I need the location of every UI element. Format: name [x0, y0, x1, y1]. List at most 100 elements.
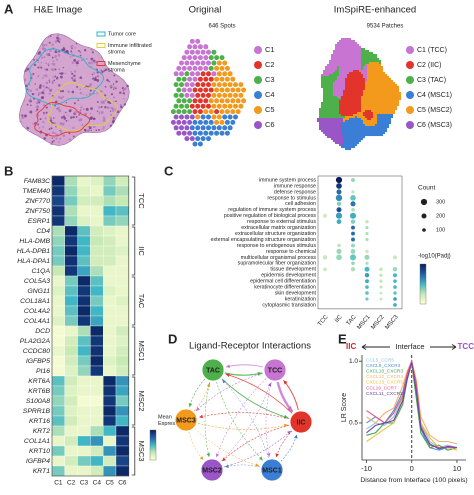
patch: [391, 98, 394, 101]
patch: [365, 66, 368, 69]
spot: [173, 82, 179, 88]
heatmap-cell: [77, 245, 91, 257]
tissue-speckle: [51, 140, 54, 143]
patch: [325, 114, 328, 117]
heatmap-cell: [103, 285, 117, 297]
spot: [200, 125, 206, 131]
patch: [319, 124, 322, 127]
patch: [361, 104, 364, 107]
tissue-speckle: [50, 68, 53, 71]
gene-label: KRT1: [33, 468, 50, 475]
heatmap-cell: [51, 235, 65, 247]
dot: [393, 273, 397, 278]
patch: [367, 108, 370, 111]
heatmap-cell: [77, 275, 91, 287]
patch: [377, 70, 380, 73]
spot: [192, 44, 198, 50]
spot: [192, 141, 198, 147]
tissue-speckle: [84, 49, 87, 52]
heatmap-cell: [90, 435, 104, 447]
patch: [365, 86, 368, 89]
interaction-edge: [195, 372, 264, 412]
patch: [363, 118, 366, 121]
patch: [369, 128, 372, 131]
patch: [341, 90, 344, 93]
legend-label: 300: [436, 199, 445, 205]
spot: [203, 119, 209, 125]
tissue-speckle: [90, 57, 94, 61]
spot: [224, 65, 230, 71]
patch: [357, 58, 360, 61]
patch: [389, 84, 392, 87]
patch: [341, 134, 344, 137]
patch: [333, 92, 336, 95]
patch: [353, 96, 356, 99]
spot: [189, 71, 195, 77]
spot: [233, 92, 238, 98]
patch: [333, 74, 336, 77]
term-label: response to endogenous stimulus: [237, 243, 317, 249]
tissue-speckle: [123, 88, 126, 91]
tissue-speckle: [55, 133, 58, 136]
patch: [381, 108, 384, 111]
heatmap-cell: [90, 265, 104, 277]
patch: [359, 102, 362, 105]
patch: [365, 112, 368, 115]
tissue-speckle: [79, 76, 83, 79]
patch: [391, 108, 394, 111]
patch: [343, 58, 346, 61]
patch: [357, 116, 360, 119]
spot: [206, 103, 211, 109]
patch: [359, 68, 362, 71]
patch: [331, 70, 334, 73]
spot: [181, 65, 187, 71]
patch: [343, 54, 346, 57]
patch: [349, 96, 352, 99]
patch: [323, 104, 326, 107]
patch: [333, 90, 336, 93]
term-label: keratinization: [285, 296, 316, 302]
tissue-speckle: [59, 122, 63, 125]
patch: [371, 112, 374, 115]
spot: [219, 109, 225, 115]
patch: [351, 92, 354, 95]
legend-label: C4 (MSC1): [417, 92, 452, 99]
patch: [327, 130, 330, 133]
patch: [361, 88, 364, 91]
patch: [379, 66, 382, 69]
heatmap-cell: [103, 335, 117, 347]
spot: [200, 92, 206, 98]
gene-label: KRT2: [33, 428, 50, 435]
patch: [349, 68, 352, 71]
spot: [181, 130, 187, 136]
patch: [349, 80, 352, 83]
tissue-speckle: [26, 126, 30, 130]
patch: [319, 120, 322, 123]
patch: [345, 76, 348, 79]
patch: [335, 120, 338, 123]
edge-arrowhead: [275, 453, 280, 458]
patch: [381, 116, 384, 119]
dot: [351, 261, 355, 266]
patch: [363, 112, 366, 115]
patch: [347, 120, 350, 123]
legend-label: 200: [436, 213, 445, 219]
tissue-speckle: [101, 128, 104, 131]
patch: [385, 124, 388, 127]
patch: [379, 82, 382, 85]
patch: [325, 124, 328, 127]
patch: [321, 130, 324, 133]
patch: [369, 88, 372, 91]
tissue-speckle: [89, 89, 92, 92]
patch: [347, 74, 350, 77]
patch: [395, 98, 398, 101]
patch: [363, 74, 366, 77]
patch: [381, 114, 384, 117]
group-bracket: [131, 326, 136, 376]
heatmap-cell: [90, 345, 104, 357]
patch: [375, 124, 378, 127]
heatmap-cell: [51, 295, 65, 307]
patch: [347, 64, 350, 67]
tissue-speckle: [62, 95, 65, 98]
patch: [377, 130, 380, 133]
